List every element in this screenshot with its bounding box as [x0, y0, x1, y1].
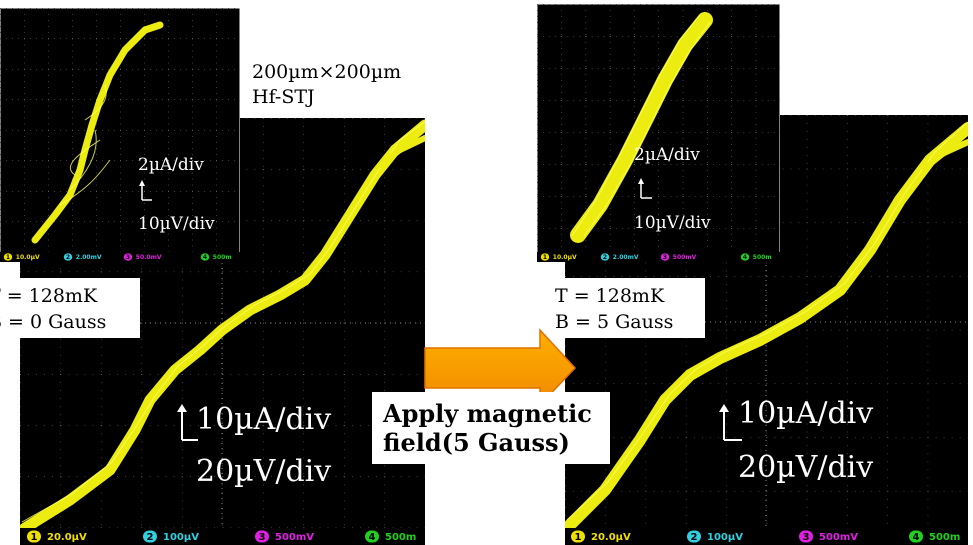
channel-number: 3 — [259, 532, 266, 543]
channel-number: 1 — [6, 254, 10, 261]
channel-number: 4 — [369, 532, 376, 543]
channel-setting: 500m — [385, 532, 416, 543]
arrow-label: Apply magnetic — [382, 399, 592, 428]
field: B = 0 Gauss — [0, 311, 106, 333]
channel-number: 2 — [603, 254, 607, 261]
channel-number: 1 — [31, 532, 38, 543]
left-conditions: T = 128mK B = 0 Gauss — [0, 278, 140, 338]
x-scale: 20µV/div — [196, 454, 331, 489]
x-scale: 20µV/div — [738, 450, 873, 485]
device-name: Hf-STJ — [252, 86, 315, 108]
x-scale: 10µV/div — [634, 213, 711, 233]
arrow-label: field(5 Gauss) — [383, 428, 570, 457]
channel-setting: 20.0µV — [591, 532, 631, 543]
device-size: 200µm×200µm — [252, 61, 401, 83]
temperature: T = 128mK — [0, 285, 98, 307]
figure: 10µA/div 20µV/div 2µA/div 10µV/div 200µm… — [0, 0, 973, 545]
y-scale: 2µA/div — [138, 155, 204, 175]
channel-setting: 100µV — [163, 532, 199, 543]
channel-setting: 100µV — [707, 532, 743, 543]
channel-setting: 500mV — [673, 254, 697, 261]
channel-setting: 500mV — [819, 532, 858, 543]
channel-setting: 500m — [929, 532, 960, 543]
channel-number: 3 — [663, 254, 667, 261]
channel-bar: 1 20.0µV 2 100µV 3 500mV 4 500m — [20, 528, 425, 545]
channel-number: 1 — [543, 254, 547, 261]
channel-setting: 2.00mV — [613, 254, 639, 261]
right-conditions: T = 128mK B = 5 Gauss — [548, 278, 705, 338]
channel-number: 1 — [575, 532, 582, 543]
field: B = 5 Gauss — [555, 311, 673, 333]
channel-setting: 50.0mV — [136, 254, 162, 261]
y-scale: 2µA/div — [634, 145, 700, 165]
channel-setting: 2.00mV — [76, 254, 102, 261]
temperature: T = 128mK — [555, 285, 665, 307]
channel-setting: 500m — [753, 254, 772, 261]
channel-setting: 500m — [213, 254, 232, 261]
channel-number: 3 — [126, 254, 130, 261]
channel-number: 4 — [203, 254, 207, 261]
channel-setting: 10.0µV — [553, 254, 577, 261]
channel-number: 2 — [691, 532, 698, 543]
channel-setting: 10.0µV — [16, 254, 40, 261]
channel-setting: 500mV — [275, 532, 314, 543]
left-inset-scope: 2µA/div 10µV/div — [0, 8, 240, 262]
channel-bar: 1 10.0µV 2 2.00mV 3 50.0mV 4 500m — [0, 252, 240, 262]
channel-number: 4 — [743, 254, 747, 261]
channel-number: 2 — [147, 532, 154, 543]
channel-setting: 20.0µV — [47, 532, 87, 543]
channel-number: 4 — [913, 532, 920, 543]
channel-bar: 1 20.0µV 2 100µV 3 500mV 4 500m — [565, 528, 968, 545]
channel-number: 3 — [803, 532, 810, 543]
channel-number: 2 — [66, 254, 70, 261]
channel-bar: 1 10.0µV 2 2.00mV 3 500mV 4 500m — [537, 252, 780, 262]
x-scale: 10µV/div — [138, 214, 215, 234]
y-scale: 10µA/div — [738, 396, 873, 431]
right-inset-scope: 2µA/div 10µV/div — [537, 4, 780, 262]
y-scale: 10µA/div — [196, 402, 331, 437]
